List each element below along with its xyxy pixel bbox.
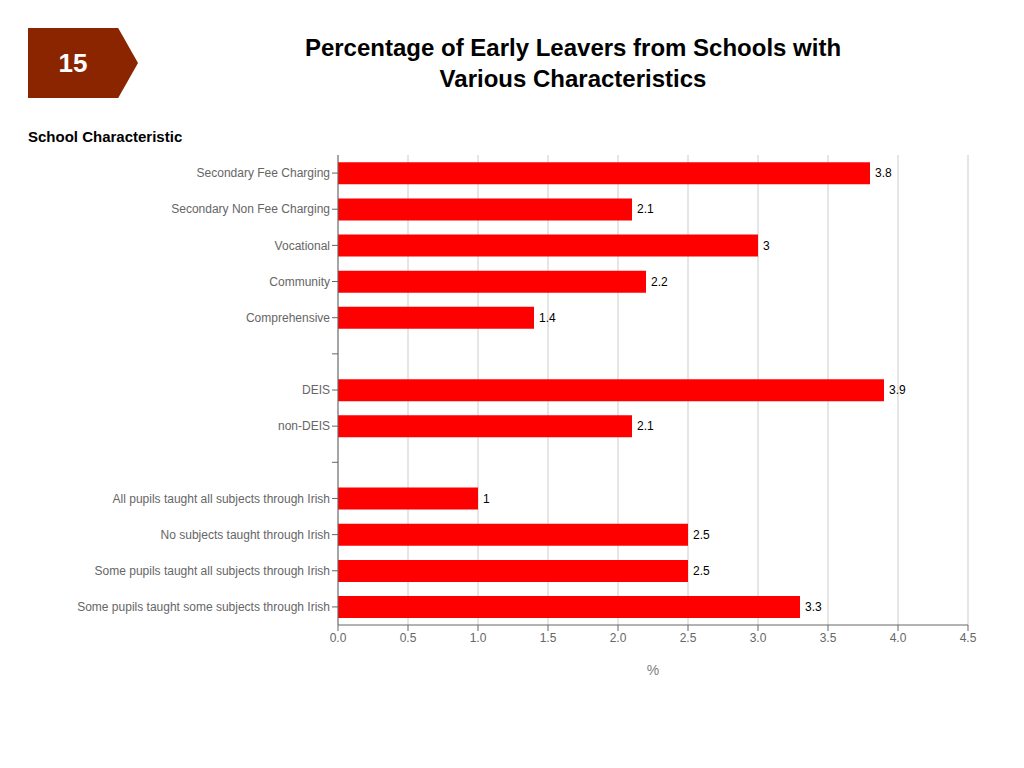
svg-text:1.4: 1.4 bbox=[539, 311, 556, 325]
svg-text:3.8: 3.8 bbox=[875, 166, 892, 180]
html-text:School Characteristic: School Characteristic bbox=[28, 128, 183, 145]
svg-text:Some pupils taught all subject: Some pupils taught all subjects through … bbox=[95, 564, 330, 578]
svg-text:3.5: 3.5 bbox=[820, 631, 837, 645]
svg-text:2.1: 2.1 bbox=[637, 419, 654, 433]
svg-text:0.0: 0.0 bbox=[330, 631, 347, 645]
svg-text:4.5: 4.5 bbox=[960, 631, 977, 645]
svg-text:2.0: 2.0 bbox=[610, 631, 627, 645]
svg-text:3.0: 3.0 bbox=[750, 631, 767, 645]
svg-text:0.5: 0.5 bbox=[400, 631, 417, 645]
svg-text:2.1: 2.1 bbox=[637, 202, 654, 216]
svg-text:Comprehensive: Comprehensive bbox=[246, 311, 330, 325]
svg-text:%: % bbox=[647, 662, 659, 678]
svg-text:1.0: 1.0 bbox=[470, 631, 487, 645]
svg-text:2.5: 2.5 bbox=[693, 564, 710, 578]
svg-text:4.0: 4.0 bbox=[890, 631, 907, 645]
svg-text:Secondary Non Fee Charging: Secondary Non Fee Charging bbox=[171, 202, 330, 216]
svg-text:3: 3 bbox=[763, 239, 770, 253]
svg-text:Secondary Fee Charging: Secondary Fee Charging bbox=[197, 166, 330, 180]
html-text:Percentage of Early Leavers fr: Percentage of Early Leavers from Schools… bbox=[304, 33, 842, 61]
svg-text:3.9: 3.9 bbox=[889, 383, 906, 397]
svg-text:non-DEIS: non-DEIS bbox=[278, 419, 330, 433]
svg-text:3.3: 3.3 bbox=[805, 600, 822, 614]
svg-text:2.2: 2.2 bbox=[651, 275, 668, 289]
svg-text:2.5: 2.5 bbox=[693, 528, 710, 542]
html-text:15: 15 bbox=[58, 47, 88, 78]
svg-text:No subjects taught through Iri: No subjects taught through Irish bbox=[161, 528, 330, 542]
svg-text:Some pupils taught some subjec: Some pupils taught some subjects through… bbox=[77, 600, 330, 614]
svg-text:Community: Community bbox=[269, 275, 330, 289]
svg-text:1: 1 bbox=[483, 492, 490, 506]
svg-text:1.5: 1.5 bbox=[540, 631, 557, 645]
svg-text:All pupils taught all subjects: All pupils taught all subjects through I… bbox=[113, 492, 330, 506]
html-text:Various Characteristics: Various Characteristics bbox=[439, 65, 707, 92]
svg-text:Vocational: Vocational bbox=[275, 239, 330, 253]
svg-text:DEIS: DEIS bbox=[302, 383, 330, 397]
svg-text:2.5: 2.5 bbox=[680, 631, 697, 645]
